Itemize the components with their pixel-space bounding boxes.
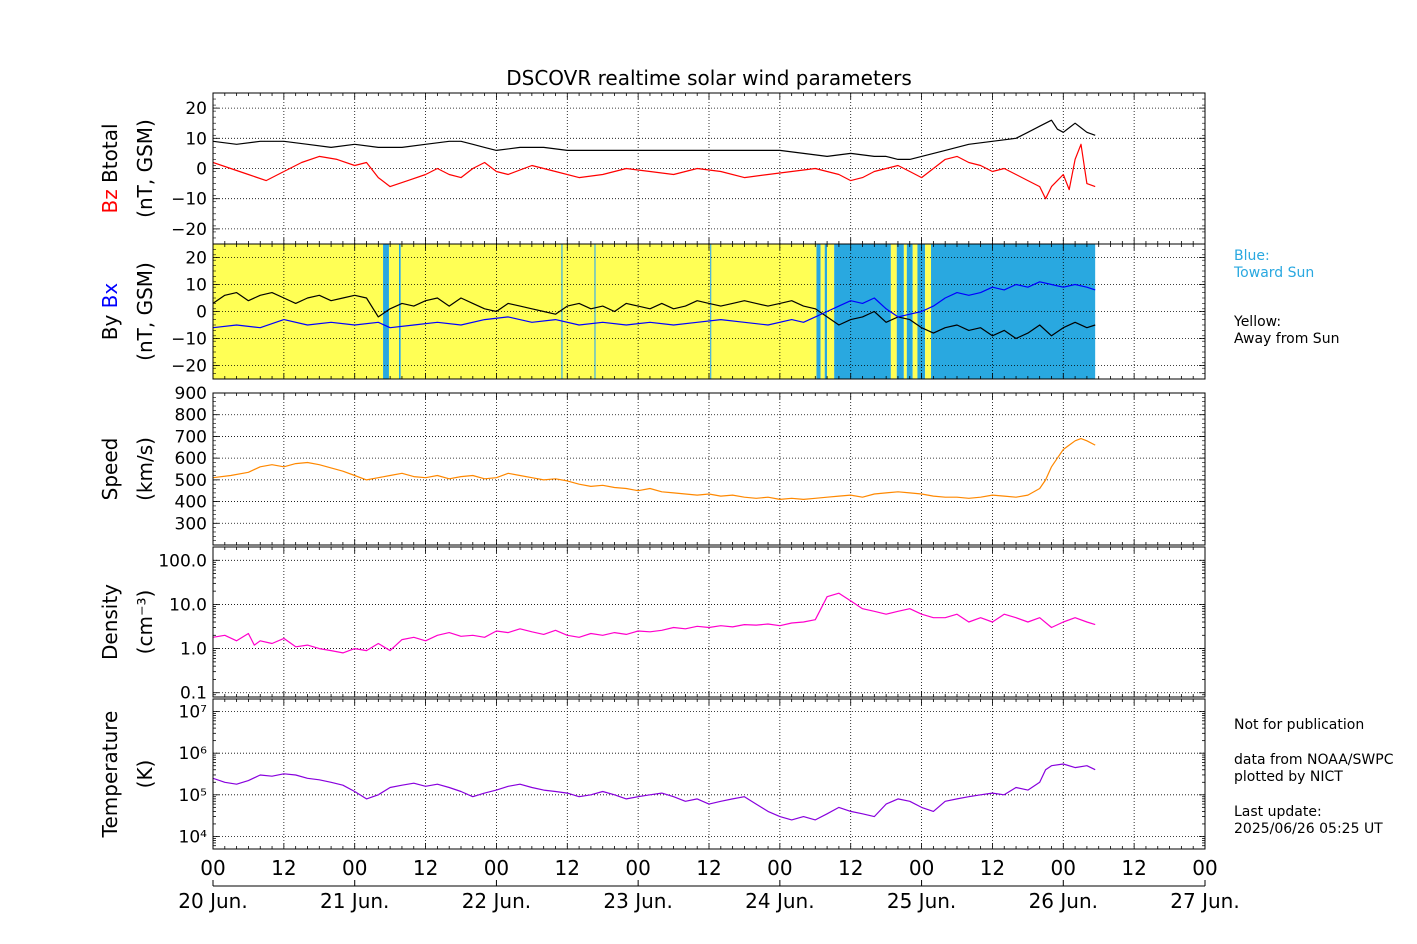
- x-tick-label: 00: [342, 856, 367, 880]
- series-line: [213, 438, 1096, 500]
- panel-temperature: 10⁴ 10⁵ 10⁶ 10⁷ Temperature (K): [98, 698, 1206, 850]
- y-tick-label: −10: [171, 330, 207, 350]
- y-tick-label: 10⁷: [179, 703, 208, 723]
- day-label: 27 Jun.: [1170, 889, 1239, 913]
- series-line: [213, 143, 1096, 200]
- y-tick-label: 900: [175, 384, 207, 404]
- y-tick-label: −20: [171, 357, 207, 377]
- x-tick-label: 00: [1192, 856, 1217, 880]
- panel-bxby: −20 −10 0 10 20 By Bx (nT, GSM): [98, 243, 1206, 380]
- y-axis-label-part: Bz: [98, 189, 122, 213]
- y-axis-label: Speed: [98, 438, 122, 501]
- y-tick-label: 10: [185, 129, 207, 149]
- y-axis-unit: (nT, GSM): [133, 262, 157, 361]
- day-label: 26 Jun.: [1029, 889, 1098, 913]
- disclaimer-note: Not for publication: [1234, 717, 1365, 733]
- x-tick-label: 12: [838, 856, 863, 880]
- y-axis-label: Temperature: [98, 711, 122, 839]
- y-axis-label: Density: [98, 584, 122, 660]
- y-axis-label-part: Btotal: [98, 123, 122, 189]
- sector-band: [925, 244, 932, 379]
- y-axis-label-part: By: [98, 315, 122, 341]
- y-tick-label: 0.1: [180, 684, 207, 704]
- y-axis-unit: (km/s): [133, 437, 157, 501]
- day-label: 25 Jun.: [887, 889, 956, 913]
- x-tick-label: 12: [696, 856, 721, 880]
- y-tick-label: 20: [185, 249, 207, 269]
- y-axis-label-part: Bx: [98, 283, 122, 315]
- y-tick-label: 300: [175, 514, 207, 534]
- day-label: 23 Jun.: [603, 889, 672, 913]
- y-axis-label: By Bx: [98, 283, 122, 341]
- y-tick-label: 600: [175, 449, 207, 469]
- y-tick-label: 400: [175, 493, 207, 513]
- y-tick-label: 10.0: [169, 595, 207, 615]
- sector-band: [890, 244, 897, 379]
- y-axis-label-part: Speed: [98, 438, 122, 501]
- x-tick-label: 12: [980, 856, 1005, 880]
- y-tick-label: 20: [185, 99, 207, 119]
- sector-band: [594, 244, 596, 379]
- series-line: [213, 281, 1096, 329]
- x-tick-label: 00: [767, 856, 792, 880]
- x-tick-label: 00: [200, 856, 225, 880]
- x-tick-label: 00: [1051, 856, 1076, 880]
- panel-mag: −20 −10 0 10 20 Bz Btotal (nT, GSM): [98, 92, 1206, 245]
- y-tick-label: 0: [196, 303, 207, 323]
- sector-band: [931, 244, 1096, 379]
- polarity-legend-yellow: Yellow: Away from Sun: [1234, 314, 1340, 347]
- y-tick-label: 10⁵: [179, 786, 207, 806]
- y-tick-label: 1.0: [180, 640, 207, 660]
- polarity-legend-blue: Blue: Toward Sun: [1234, 248, 1315, 281]
- sector-band: [903, 244, 907, 379]
- y-axis-unit: (cm⁻³): [133, 590, 157, 655]
- sector-band: [710, 244, 712, 379]
- chart-title: DSCOVR realtime solar wind parameters: [506, 66, 912, 90]
- x-tick-label: 00: [909, 856, 934, 880]
- data-source-note: data from NOAA/SWPC plotted by NICT: [1234, 752, 1394, 785]
- y-tick-label: 10: [185, 276, 207, 296]
- y-axis-unit: (nT, GSM): [133, 119, 157, 218]
- sector-band: [827, 244, 835, 379]
- y-tick-label: 800: [175, 406, 207, 426]
- series-line: [213, 119, 1096, 160]
- series-line: [213, 763, 1096, 821]
- day-label: 20 Jun.: [178, 889, 247, 913]
- day-label: 24 Jun.: [745, 889, 814, 913]
- y-tick-label: 700: [175, 427, 207, 447]
- sector-band: [711, 244, 817, 379]
- y-axis-label-part: Temperature: [98, 711, 122, 839]
- y-tick-label: −10: [171, 190, 207, 210]
- x-tick-label: 00: [484, 856, 509, 880]
- y-tick-label: 0: [196, 160, 207, 180]
- y-axis-label-part: Density: [98, 584, 122, 660]
- panel-density: 0.1 1.0 10.0 100.0 Density (cm⁻³): [98, 546, 1206, 704]
- y-tick-label: 10⁴: [179, 827, 208, 847]
- x-tick-label: 12: [413, 856, 438, 880]
- day-label: 21 Jun.: [320, 889, 389, 913]
- y-tick-label: 10⁶: [179, 744, 208, 764]
- series-line: [213, 592, 1096, 654]
- x-tick-label: 12: [271, 856, 296, 880]
- x-tick-label: 00: [625, 856, 650, 880]
- y-axis-label: Bz Btotal: [98, 123, 122, 213]
- day-label: 22 Jun.: [462, 889, 531, 913]
- x-tick-label: 12: [1121, 856, 1146, 880]
- y-tick-label: 500: [175, 471, 207, 491]
- series-line: [213, 292, 1096, 340]
- y-axis-unit: (K): [133, 760, 157, 789]
- last-update-note: Last update: 2025/06/26 05:25 UT: [1234, 804, 1383, 837]
- y-tick-label: −20: [171, 220, 207, 240]
- x-tick-label: 12: [555, 856, 580, 880]
- y-tick-label: 100.0: [158, 551, 207, 571]
